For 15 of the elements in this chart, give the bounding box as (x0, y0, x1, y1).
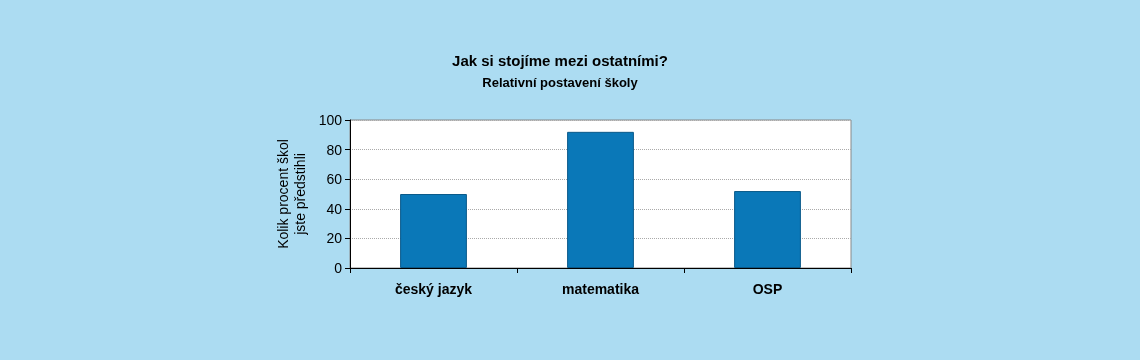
bar (400, 194, 467, 268)
chart-title: Jak si stojíme mezi ostatními? (452, 52, 668, 69)
y-tick-label: 80 (326, 141, 343, 158)
y-tick-label: 40 (326, 200, 343, 217)
y-tick-label: 20 (326, 230, 343, 247)
chart-subtitle: Relativní postavení školy (482, 75, 639, 90)
x-tick-label: český jazyk (394, 281, 473, 297)
y-tick-label: 100 (318, 112, 343, 128)
y-tick-label: 0 (334, 260, 343, 276)
bar (734, 191, 801, 268)
x-tick-label: matematika (561, 281, 640, 297)
bar (567, 131, 634, 268)
y-tick-label: 60 (326, 171, 343, 188)
y-axis-title: Kolik procent škol jste předstihli (274, 139, 308, 249)
x-tick-label: OSP (752, 281, 783, 297)
